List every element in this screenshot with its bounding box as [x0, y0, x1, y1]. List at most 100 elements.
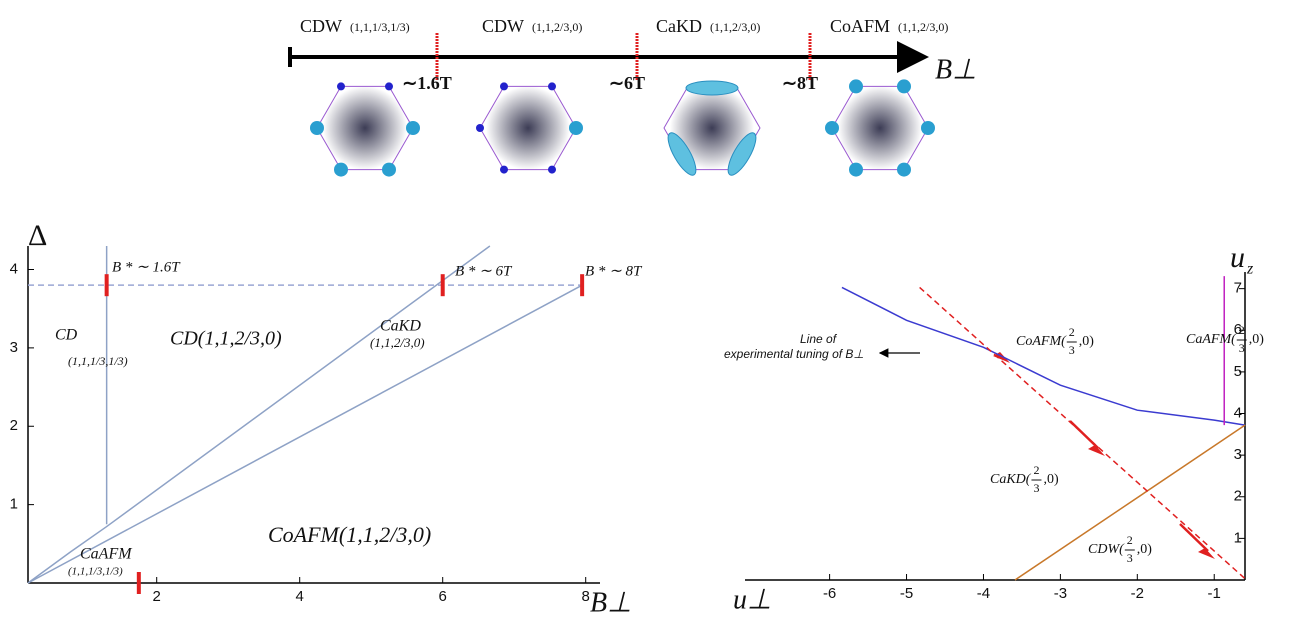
- phase-tuple: (1,1,1/3,1/3): [350, 20, 410, 34]
- site: [385, 82, 393, 91]
- y-tick-label: 4: [1234, 404, 1242, 421]
- site: [337, 82, 345, 91]
- critical-field-marker: [104, 274, 109, 297]
- arrow-head: [1198, 548, 1215, 559]
- phase-label: B * ∼ 6T: [455, 263, 513, 279]
- cluster: [667, 132, 697, 176]
- phase-label-tail: ,0): [1043, 472, 1059, 487]
- arrow-shaft: [1179, 523, 1209, 552]
- phase-label: (1,1,2/3,0): [370, 335, 425, 350]
- critical-field-marker: [136, 572, 141, 594]
- site: [500, 165, 508, 174]
- phase-boundary: [841, 286, 1246, 426]
- fraction-num: 2: [1069, 325, 1075, 339]
- y-tick-label: 1: [1234, 529, 1242, 546]
- cluster: [727, 132, 757, 176]
- x-tick-label: -3: [1054, 585, 1067, 602]
- fraction-num: 2: [1239, 323, 1245, 337]
- spin-site: [897, 162, 911, 177]
- phase-boundary: [919, 286, 1248, 581]
- phase-label: CD(1,1,2/3,0): [170, 328, 282, 350]
- callout: Line of: [800, 332, 838, 346]
- hexagon-fill: [670, 86, 754, 170]
- x-tick-label: -4: [977, 585, 990, 602]
- callout: experimental tuning of B⊥: [724, 347, 864, 361]
- phase-label-tail: ,0): [1079, 334, 1095, 349]
- spin-site: [849, 79, 863, 94]
- spin-site: [406, 121, 420, 135]
- phase-tuple: (1,1,2/3,0): [898, 20, 948, 34]
- site: [548, 165, 556, 174]
- x-tick-label: -6: [823, 585, 836, 602]
- x-axis-label: B⊥: [590, 587, 632, 618]
- phase-name: CDW: [300, 16, 342, 36]
- y-axis-label: Δ: [28, 219, 47, 252]
- spin-site: [825, 121, 839, 135]
- fraction-num: 2: [1127, 533, 1133, 547]
- y-tick-label: 2: [10, 417, 18, 434]
- transition-label: ∼8T: [782, 73, 818, 93]
- x-tick-label: 4: [296, 588, 304, 605]
- y-axis-label-sub: z: [1246, 261, 1254, 278]
- x-tick-label: 8: [582, 588, 590, 605]
- transition-label: ∼6T: [609, 73, 645, 93]
- fraction-den: 3: [1127, 551, 1133, 565]
- critical-field-marker: [440, 274, 445, 297]
- phase-name: CaKD: [656, 16, 702, 36]
- phase-name: CDW: [482, 16, 524, 36]
- cluster: [685, 80, 739, 96]
- phase-label: B * ∼ 8T: [585, 263, 643, 279]
- fraction-den: 3: [1069, 343, 1075, 357]
- y-tick-label: 6: [1234, 321, 1242, 338]
- site: [476, 124, 484, 132]
- spin-site: [334, 162, 348, 177]
- phase-label: CoAFM(1,1,2/3,0): [268, 522, 431, 547]
- phase-tuple: (1,1,2/3,0): [532, 20, 582, 34]
- fraction-den: 3: [1239, 341, 1245, 355]
- transition-label: ∼1.6T: [402, 73, 452, 93]
- phase-label: (1,1,1/3,1/3): [68, 566, 123, 578]
- site: [548, 82, 556, 91]
- phase-label: B * ∼ 1.6T: [112, 259, 181, 275]
- phase-name: CoAFM: [830, 16, 890, 36]
- x-tick-label: 2: [153, 588, 161, 605]
- timeline-axis-label: B⊥: [935, 54, 977, 85]
- spin-site: [921, 121, 935, 135]
- spin-site: [849, 162, 863, 177]
- spin-site: [897, 79, 911, 94]
- phase-label: CaAFM(: [1186, 332, 1237, 347]
- critical-field-marker: [580, 274, 585, 297]
- phase-label: CaKD: [380, 318, 421, 335]
- phase-label-tail: ,0): [1249, 332, 1265, 347]
- x-tick-label: 6: [439, 588, 447, 605]
- phase-boundary: [27, 284, 583, 584]
- phase-label: CaKD(: [990, 472, 1032, 487]
- y-tick-label: 4: [10, 260, 18, 277]
- phase-label-tail: ,0): [1137, 542, 1153, 557]
- spin-site: [310, 121, 324, 135]
- y-axis-label: u: [1230, 241, 1245, 274]
- y-tick-label: 2: [1234, 488, 1242, 505]
- x-axis-label: u⊥: [733, 584, 771, 615]
- phase-label: CoAFM(: [1016, 334, 1067, 349]
- y-tick-label: 5: [1234, 363, 1242, 380]
- y-tick-label: 3: [1234, 446, 1242, 463]
- phase-label: CDW(: [1088, 542, 1125, 557]
- y-tick-label: 3: [10, 339, 18, 356]
- x-tick-label: -2: [1131, 585, 1144, 602]
- hexagon-fill: [838, 86, 922, 170]
- hexagon-fill: [323, 86, 407, 170]
- phase-label: (1,1,1/3,1/3): [68, 354, 128, 368]
- spin-site: [382, 162, 396, 177]
- y-tick-label: 1: [10, 496, 18, 513]
- phase-boundary: [27, 245, 491, 584]
- phase-label: CD: [55, 327, 78, 344]
- hexagon-fill: [486, 86, 570, 170]
- spin-site: [569, 121, 583, 135]
- phase-tuple: (1,1,2/3,0): [710, 20, 760, 34]
- x-tick-label: -5: [900, 585, 913, 602]
- x-tick-label: -1: [1208, 585, 1221, 602]
- arrow-head: [1088, 445, 1105, 456]
- fraction-num: 2: [1033, 463, 1039, 477]
